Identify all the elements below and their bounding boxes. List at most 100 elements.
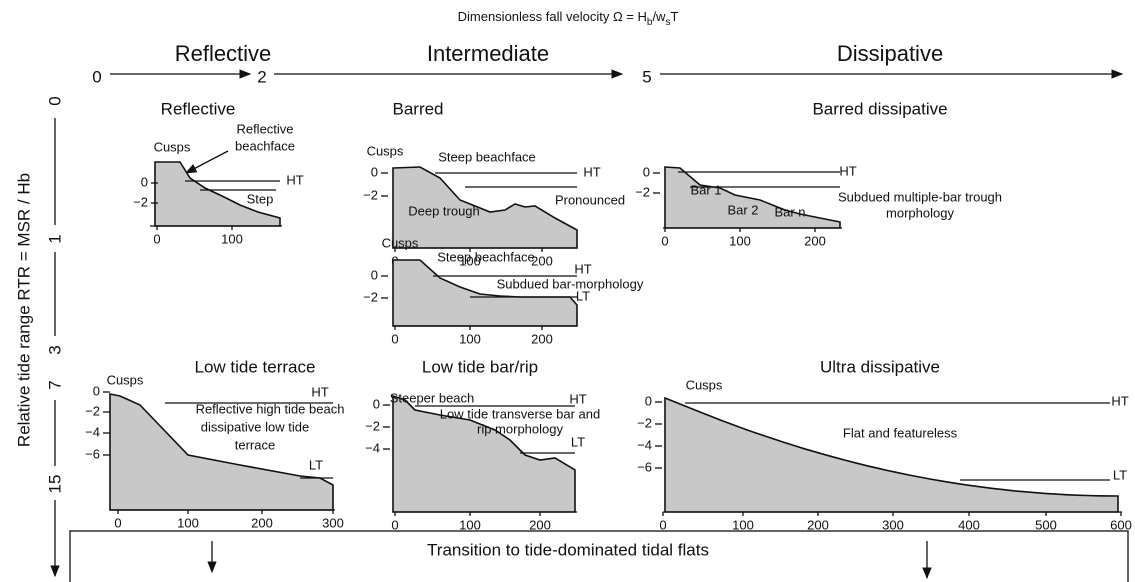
y-tick-label: −6	[85, 446, 100, 461]
omega-mark: 5	[642, 67, 651, 86]
x-tick-label: 100	[459, 331, 481, 346]
profile	[664, 166, 841, 229]
y-tick-label: −2	[635, 184, 650, 199]
x-tick-label: 100	[459, 517, 481, 532]
profile	[392, 259, 578, 327]
arrows	[50, 69, 1124, 578]
annotation: LT	[571, 434, 585, 449]
annotation: LT	[309, 457, 323, 472]
annotation: Bar 1	[690, 182, 721, 197]
y-tick-label: −2	[637, 415, 652, 430]
annotation: LT	[1113, 467, 1127, 482]
y-tick-label: −4	[85, 424, 100, 439]
annotation: HT	[286, 172, 303, 187]
arrow	[184, 150, 229, 174]
x-tick-label: 200	[531, 331, 553, 346]
x-tick-label: 100	[732, 517, 754, 532]
annotation: Cusps	[382, 235, 419, 250]
y-tick-label: 0	[141, 174, 148, 189]
annotation: Bar n	[774, 204, 805, 219]
x-tick-label: 200	[251, 515, 273, 530]
annotation: Bar 2	[727, 202, 758, 217]
annotation: rip morphology	[477, 421, 563, 436]
x-tick-label: 200	[531, 253, 553, 268]
annotation: HT	[1111, 393, 1128, 408]
x-tick-label: 0	[659, 517, 666, 532]
annotation: terrace	[235, 437, 275, 452]
x-tick-label: 300	[882, 517, 904, 532]
annotation: Flat and featureless	[843, 425, 958, 440]
panel-title: Barred dissipative	[812, 99, 947, 118]
rtr-mark: 3	[45, 345, 64, 354]
rtr-mark: 15	[45, 475, 64, 494]
y-tick-label: 0	[93, 383, 100, 398]
annotation: LT	[576, 288, 590, 303]
regime: Reflective	[175, 41, 272, 66]
y-tick-label: 0	[643, 164, 650, 179]
y-tick-label: 0	[371, 267, 378, 282]
x-tick-label: 600	[1110, 517, 1132, 532]
annotation: dissipative low tide	[201, 419, 309, 434]
x-tick-label: 0	[391, 517, 398, 532]
regime: Intermediate	[427, 41, 549, 66]
annotation: Deep trough	[408, 203, 480, 218]
rtr-mark: 0	[45, 96, 64, 105]
x-tick-label: 300	[322, 515, 344, 530]
annotation: HT	[583, 164, 600, 179]
x-tick-label: 200	[804, 233, 826, 248]
y-tick-label: 0	[371, 164, 378, 179]
annotation: HT	[311, 384, 328, 399]
panel-title: Reflective	[161, 99, 236, 118]
annotation: morphology	[886, 205, 954, 220]
annotation: Low tide transverse bar and	[440, 406, 600, 421]
annotation: HT	[569, 391, 586, 406]
x-tick-label: 0	[391, 331, 398, 346]
annotation: HT	[839, 163, 856, 178]
panel-title: Barred	[392, 99, 443, 118]
x-tick-label: 200	[529, 517, 551, 532]
rtr-mark: 7	[45, 380, 64, 389]
rtr-mark: 1	[45, 234, 64, 243]
x-tick-label: 100	[221, 231, 243, 246]
y-tick-label: −2	[363, 289, 378, 304]
annotation: beachface	[235, 138, 295, 153]
y-tick-label: 0	[645, 393, 652, 408]
y-tick-label: −4	[365, 440, 380, 455]
annotation: Subdued multiple-bar trough	[838, 189, 1002, 204]
x-tick-label: 500	[1035, 517, 1057, 532]
annotation: Cusps	[367, 143, 404, 158]
footer-text: Transition to tide-dominated tidal flats	[427, 540, 709, 559]
panel-title: Ultra dissipative	[820, 357, 940, 376]
x-tick-label: 0	[114, 515, 121, 530]
x-tick-label: 200	[807, 517, 829, 532]
footer-box	[69, 530, 1129, 582]
y-tick-label: −2	[365, 418, 380, 433]
x-tick-label: 0	[153, 231, 160, 246]
regime: Dissipative	[837, 41, 943, 66]
x-tick-label: 100	[177, 515, 199, 530]
y-tick-label: −2	[133, 194, 148, 209]
annotation: Steeper beach	[390, 390, 475, 405]
profile	[392, 394, 576, 513]
omega-mark: 0	[92, 67, 101, 86]
y-tick-label: −6	[637, 459, 652, 474]
y-axis-label: Relative tide range RTR = MSR / Hb	[14, 173, 33, 447]
annotation: Step	[247, 191, 274, 206]
annotation: HT	[574, 261, 591, 276]
profile	[664, 396, 1119, 513]
annotation: Cusps	[107, 372, 144, 387]
annotation: Cusps	[686, 377, 723, 392]
panel-title: Low tide terrace	[195, 357, 316, 376]
omega-mark: 2	[257, 67, 266, 86]
title: Dimensionless fall velocity Ω = Hb/wsT	[458, 9, 679, 27]
y-tick-label: −2	[363, 187, 378, 202]
y-tick-label: 0	[373, 396, 380, 411]
annotation: Pronounced	[555, 192, 625, 207]
x-tick-label: 400	[958, 517, 980, 532]
y-tick-label: −4	[637, 437, 652, 452]
panel-title: Low tide bar/rip	[422, 357, 538, 376]
annotation: Steep beachface	[437, 249, 535, 264]
x-tick-label: 100	[459, 253, 481, 268]
annotation: Reflective high tide beach	[196, 401, 345, 416]
